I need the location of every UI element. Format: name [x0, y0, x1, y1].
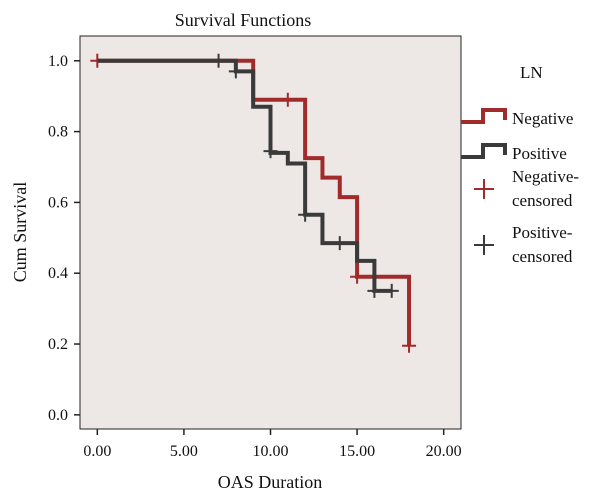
legend: LN Negative Positive Negative-censored Posit… — [461, 63, 579, 266]
censor-mark-negative — [350, 269, 365, 284]
y-axis: 0.0 0.2 0.4 0.6 0.8 1.0 — [48, 53, 80, 424]
censor-mark-positive — [211, 53, 226, 68]
x-tick-label: 15.00 — [339, 443, 375, 460]
legend-title: LN — [520, 63, 543, 82]
censor-mark-negative — [280, 92, 295, 107]
censor-mark-negative — [402, 338, 417, 353]
censor-mark-positive — [263, 144, 278, 159]
chart-title: Survival Functions — [175, 10, 312, 30]
censor-mark-positive — [367, 283, 382, 298]
legend-label-positive-censored: Positive- — [512, 223, 573, 242]
y-axis-title: Cum Survival — [10, 182, 30, 283]
x-axis: 0.00 5.00 10.00 15.00 20.00 — [83, 429, 462, 460]
x-tick-label: 10.00 — [253, 443, 289, 460]
x-tick-label: 20.00 — [426, 443, 462, 460]
y-tick-label: 0.0 — [48, 407, 68, 424]
censor-mark-positive — [228, 64, 243, 79]
y-tick-label: 0.2 — [48, 336, 68, 353]
censor-mark-positive — [298, 207, 313, 222]
x-tick-label: 0.00 — [83, 443, 111, 460]
legend-swatch-negative — [461, 108, 507, 124]
y-tick-label: 0.8 — [48, 124, 68, 141]
legend-label-positive: Positive — [512, 144, 567, 163]
x-tick-label: 5.00 — [170, 443, 198, 460]
y-tick-label: 1.0 — [48, 53, 68, 70]
legend-label-negative: Negative — [512, 109, 573, 128]
series-layer — [90, 53, 417, 353]
legend-swatch-positive-censored — [474, 235, 494, 255]
censor-mark-positive — [332, 236, 347, 251]
x-axis-title: OAS Duration — [218, 472, 323, 492]
legend-swatch-positive — [461, 143, 507, 159]
legend-label-negative-censored: censored — [512, 191, 573, 210]
legend-label-negative-censored: Negative- — [512, 167, 579, 186]
legend-swatch-negative-censored — [474, 179, 494, 199]
censor-mark-positive — [384, 283, 399, 298]
y-tick-label: 0.6 — [48, 194, 68, 211]
y-tick-label: 0.4 — [48, 265, 68, 282]
series-line-positive — [97, 58, 392, 293]
plot-area — [79, 35, 462, 430]
legend-label-positive-censored: censored — [512, 247, 573, 266]
